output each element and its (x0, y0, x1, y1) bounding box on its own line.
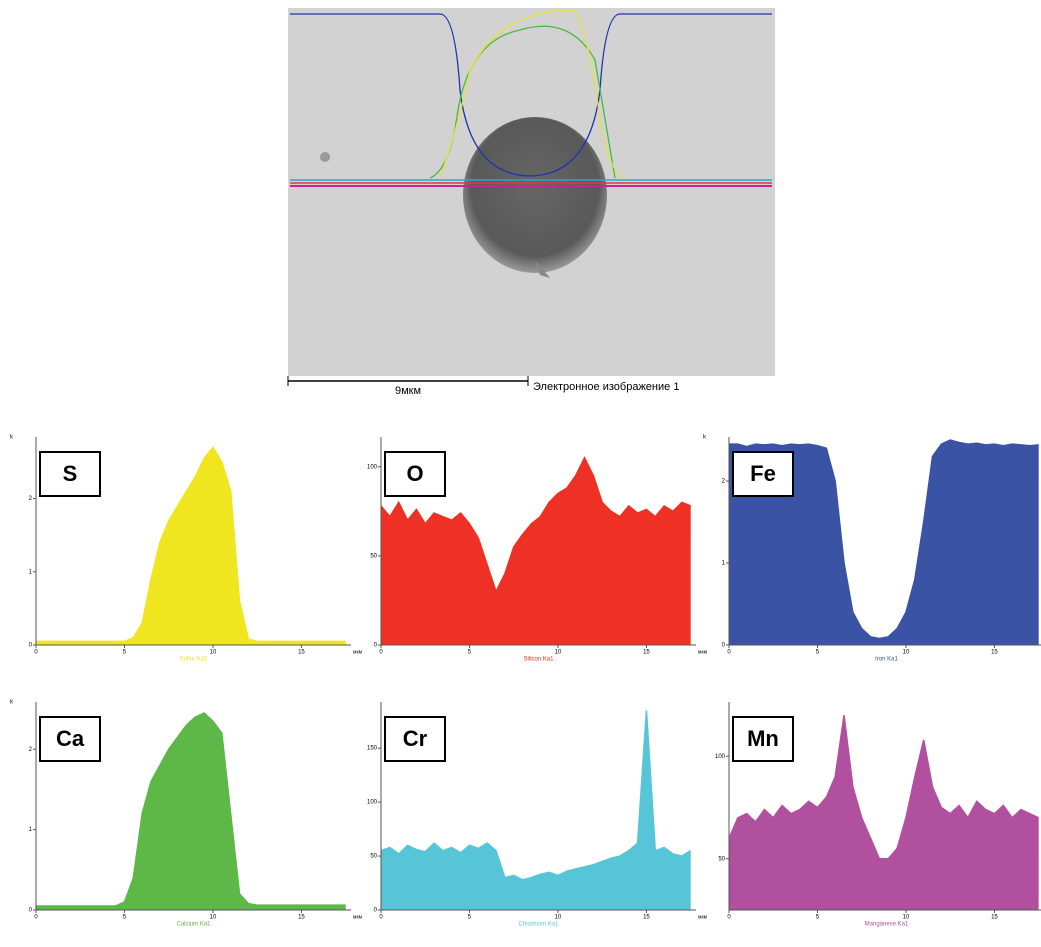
image-caption: Электронное изображение 1 (533, 381, 679, 393)
x-axis-label: мкм (353, 649, 363, 655)
x-tick-label: 10 (903, 915, 910, 921)
y-unit: k (10, 435, 14, 441)
element-label: Ca (56, 726, 85, 751)
y-tick-label: 0 (29, 908, 33, 914)
x-tick-label: 0 (34, 650, 38, 656)
y-tick-label: 0 (374, 908, 378, 914)
series-label: Iron Ka1 (875, 657, 898, 663)
x-tick-label: 0 (379, 650, 383, 656)
y-tick-label: 100 (715, 754, 726, 760)
x-axis-label: мкм (698, 649, 708, 655)
x-tick-label: 5 (816, 650, 820, 656)
y-tick-label: 2 (29, 747, 33, 753)
series-label: Sulfur Ka1 (179, 657, 208, 663)
scale-label: 9мкм (395, 385, 421, 397)
x-tick-label: 5 (123, 915, 127, 921)
y-tick-label: 50 (718, 856, 725, 862)
x-tick-label: 15 (643, 650, 650, 656)
x-axis-label: мкм (698, 914, 708, 920)
element-label: Fe (750, 461, 776, 486)
element-label: Mn (747, 726, 779, 751)
x-tick-label: 10 (903, 650, 910, 656)
element-label: S (63, 461, 78, 486)
x-tick-label: 10 (210, 915, 217, 921)
x-tick-label: 10 (555, 650, 562, 656)
x-tick-label: 0 (379, 915, 383, 921)
y-tick-label: 0 (722, 643, 726, 649)
y-unit: k (10, 700, 14, 706)
y-tick-label: 2 (722, 479, 726, 485)
y-tick-label: 1 (722, 561, 726, 567)
x-tick-label: 5 (468, 915, 472, 921)
element-label: Cr (403, 726, 428, 751)
y-tick-label: 50 (370, 854, 377, 860)
x-tick-label: 15 (298, 650, 305, 656)
y-tick-label: 1 (29, 827, 33, 833)
x-tick-label: 10 (555, 915, 562, 921)
figure: 9мкм Электронное изображение 1 Sulfur Ka… (0, 0, 1041, 942)
y-tick-label: 150 (367, 746, 378, 752)
y-tick-label: 1 (29, 569, 33, 575)
y-tick-label: 100 (367, 464, 378, 470)
series-label: Silicon Ka1 (523, 657, 554, 663)
x-tick-label: 0 (727, 650, 731, 656)
x-tick-label: 10 (210, 650, 217, 656)
x-tick-label: 5 (123, 650, 127, 656)
x-tick-label: 0 (727, 915, 731, 921)
x-tick-label: 5 (816, 915, 820, 921)
series-label: Manganese Ka1 (865, 922, 909, 928)
x-axis-label: мкм (353, 914, 363, 920)
y-tick-label: 100 (367, 800, 378, 806)
x-tick-label: 15 (298, 915, 305, 921)
series-label: Calcium Ka1 (176, 922, 211, 928)
sem-image: 9мкм Электронное изображение 1 (288, 8, 775, 397)
y-tick-label: 2 (29, 496, 33, 502)
x-tick-label: 5 (468, 650, 472, 656)
y-tick-label: 50 (370, 553, 377, 559)
x-tick-label: 15 (991, 650, 998, 656)
x-tick-label: 15 (991, 915, 998, 921)
x-tick-label: 0 (34, 915, 38, 921)
y-unit: k (703, 435, 707, 441)
y-tick-label: 0 (374, 643, 378, 649)
series-label: Chromium Ka1 (518, 922, 559, 928)
y-tick-label: 0 (29, 643, 33, 649)
element-label: O (406, 461, 423, 486)
x-tick-label: 15 (643, 915, 650, 921)
